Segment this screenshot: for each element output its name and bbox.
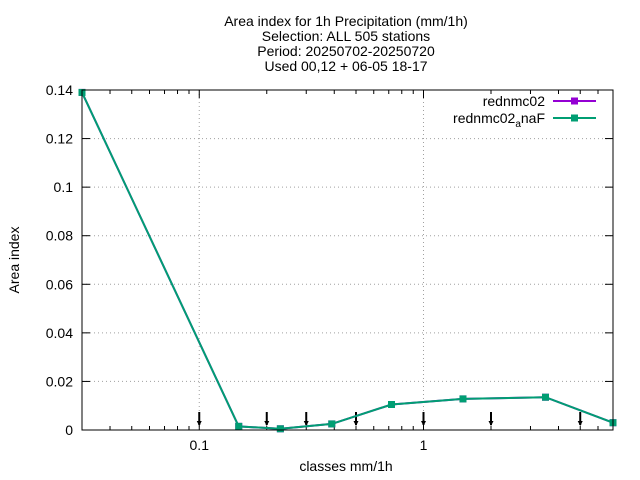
class-marker-arrow bbox=[196, 421, 202, 426]
class-marker-arrow bbox=[264, 421, 270, 426]
class-marker-arrow bbox=[353, 421, 359, 426]
y-axis-ticks: 0 0.02 0.04 0.06 0.08 0.1 0.12 0.14 bbox=[46, 82, 613, 438]
chart-title: Area index for 1h Precipitation (mm/1h) … bbox=[224, 13, 468, 74]
y-tick-label: 0.08 bbox=[46, 228, 73, 244]
class-marker-arrow bbox=[420, 421, 426, 426]
title-line-4: Used 00,12 + 06-05 18-17 bbox=[264, 58, 427, 74]
series-point-1 bbox=[541, 393, 549, 401]
title-line-1: Area index for 1h Precipitation (mm/1h) bbox=[224, 13, 468, 29]
grid-lines bbox=[82, 90, 613, 430]
y-tick-label: 0.12 bbox=[46, 131, 73, 147]
legend-swatch-point-0 bbox=[571, 97, 578, 105]
x-axis-label: classes mm/1h bbox=[299, 458, 392, 474]
class-marker-arrow bbox=[488, 421, 494, 426]
series-point-1 bbox=[388, 401, 396, 408]
series-point-1 bbox=[328, 420, 336, 428]
y-tick-label: 0.02 bbox=[46, 373, 73, 389]
legend-label-0: rednmc02 bbox=[483, 93, 545, 109]
y-tick-label: 0.14 bbox=[46, 82, 73, 98]
x-tick-label: 0.1 bbox=[190, 437, 210, 453]
class-marker-arrow bbox=[303, 421, 309, 426]
y-tick-label: 0.1 bbox=[54, 179, 74, 195]
y-axis-label: Area index bbox=[6, 227, 22, 294]
y-tick-label: 0.04 bbox=[46, 325, 73, 341]
title-line-2: Selection: ALL 505 stations bbox=[262, 28, 430, 44]
legend-label-1: rednmc02anaF bbox=[453, 110, 545, 130]
title-line-3: Period: 20250702-20250720 bbox=[257, 43, 435, 59]
series-point-1 bbox=[235, 422, 243, 430]
series-line-1 bbox=[81, 91, 614, 430]
y-tick-label: 0 bbox=[65, 422, 73, 438]
class-markers bbox=[196, 412, 583, 426]
series-point-1 bbox=[459, 395, 467, 403]
legend-swatch-point-1 bbox=[571, 114, 578, 122]
y-tick-label: 0.06 bbox=[46, 276, 73, 292]
series-point-1 bbox=[276, 425, 284, 433]
series-group bbox=[78, 88, 617, 433]
plot-frame bbox=[81, 89, 614, 431]
class-marker-arrow bbox=[577, 421, 583, 426]
x-tick-label: 1 bbox=[420, 437, 428, 453]
